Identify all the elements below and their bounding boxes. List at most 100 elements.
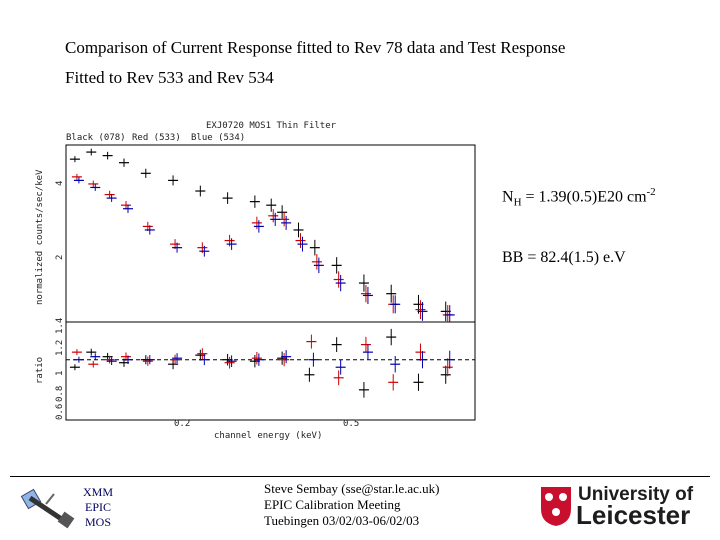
spectrum-point-blue [253,220,264,233]
ratio-point-red [142,356,153,366]
ratio-point-black [86,348,97,356]
ratio-point-blue [90,353,101,361]
spectrum-point-red [71,173,82,180]
nh-subscript: H [513,196,522,209]
footer-place-date: Tuebingen 03/02/03-06/02/03 [264,513,420,528]
ratio-point-blue [226,355,237,367]
spectrum-point-black [386,284,397,303]
nh-value: = 1.39(0.5)E20 cm [521,188,647,206]
slide-title-line2: Fitted to Rev 533 and Rev 534 [65,68,274,87]
spectrum-point-black [118,158,129,167]
ratio-point-red [104,355,115,364]
spectrum-point-red [251,216,262,230]
ratio-point-red [251,351,262,365]
mission-line-xmm: XMM [82,485,113,499]
spectrum-point-black [266,198,277,212]
spectrum-point-black [249,195,260,208]
ratio-point-blue [73,356,84,363]
spectrum-ylabel: normalized counts/sec/keV [35,169,45,305]
ratio-point-red [442,358,453,377]
ratio-point-black [440,365,451,384]
ratio-point-blue [444,350,455,369]
footer-divider [10,476,710,477]
spectrum-point-black [222,192,233,204]
ratio-point-blue [281,350,292,364]
spectrum-point-red [104,190,115,199]
spectrum-point-blue [297,236,308,252]
ratio-point-red [415,343,426,361]
spectrum-point-red [415,300,426,320]
spectrum-point-black [140,168,151,178]
spectrum-point-red [442,305,453,322]
spectrum-point-blue [106,194,117,202]
ratio-point-blue [335,359,346,375]
footer-credits: Steve Sembay (sse@star.le.ac.uk) EPIC Ca… [264,481,440,529]
x-axis-label: channel energy (keV) [214,431,322,441]
legend-black: Black (078) [66,133,126,143]
legend-red: Red (533) [132,133,181,143]
ratio-ytick: 1.4 [55,318,65,334]
spectrum-point-blue [226,238,237,250]
spectrum-point-black [293,222,304,238]
xmm-satellite-icon [20,488,75,529]
spectrum-point-blue [73,177,84,184]
spectrum-point-blue [313,257,324,274]
plot-title: EXJ0720 MOS1 Thin Filter [206,121,337,131]
spectrum-point-black [440,301,451,322]
spectrum-frame [65,144,476,323]
footer-meeting: EPIC Calibration Meeting [264,497,401,512]
ratio-point-black [249,355,260,368]
ratio-point-black [222,353,233,366]
ratio-point-blue [390,356,401,373]
spectrum-point-blue [444,305,455,322]
mission-label: XMM EPIC MOS [78,485,118,530]
bb-annotation: BB = 82.4(1.5) e.V [502,249,626,266]
spectrum-point-black [413,294,424,314]
footer-author: Steve Sembay (sse@star.le.ac.uk) [264,481,440,496]
ratio-frame [65,321,476,421]
leicester-crest-icon [541,487,571,526]
ratio-point-blue [106,357,117,365]
spectrum-point-red [268,209,279,223]
ratio-point-red [197,348,208,360]
spectrum-point-black [309,239,320,256]
mission-line-mos: MOS [84,515,111,529]
xtick-label: 0.5 [343,419,359,429]
spectrum-ytick: 4 [55,181,65,186]
spectrum-point-blue [362,286,373,305]
spectrum-point-black [331,257,342,274]
spectrum-point-blue [199,245,210,257]
ratio-point-blue [144,355,155,365]
spectrum-point-red [88,180,99,188]
ratio-point-red [333,370,344,386]
ratio-point-red [88,360,99,368]
ratio-point-blue [308,352,319,367]
spectrum-point-blue [335,274,346,292]
ratio-point-blue [199,354,210,366]
ratio-point-blue [362,344,373,360]
nh-annotation: NH = 1.39(0.5)E20 cm-2 [502,186,656,209]
ratio-point-red [388,374,399,391]
spectrum-point-black [277,205,288,220]
ratio-point-blue [417,351,428,369]
spectrum-point-red [360,285,371,303]
ratio-ytick: 1 [55,371,65,376]
spectrum-point-blue [144,225,155,235]
spectrum-point-black [358,274,369,292]
ratio-point-red [306,334,317,349]
ratio-point-black [304,367,315,382]
ratio-point-blue [253,353,264,366]
legend-blue: Blue (534) [191,133,245,143]
spectrum-ytick: 2 [55,255,65,260]
ratio-point-red [71,349,82,356]
ratio-point-red [360,336,371,353]
ratio-point-black [277,351,288,365]
nh-exponent: -2 [646,186,656,198]
spectrum-point-blue [172,242,183,253]
ratio-point-black [413,373,424,391]
spectrum-point-black [195,185,206,197]
ratio-point-black [168,359,179,370]
ratio-point-blue [122,355,133,364]
spectrum-point-black [102,151,113,160]
